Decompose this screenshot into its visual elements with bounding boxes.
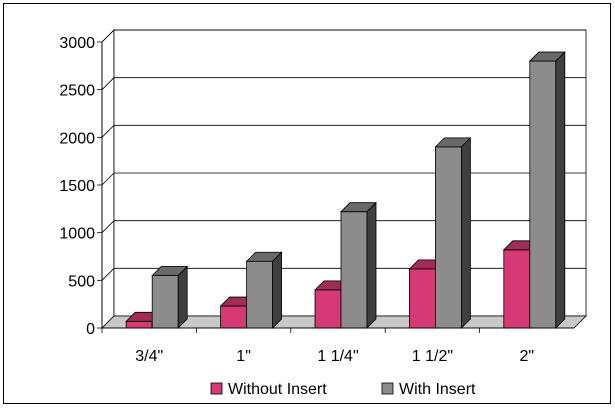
bar-side: [272, 251, 283, 329]
legend-label-without-insert: Without Insert: [228, 381, 327, 398]
bar-with-insert: [434, 136, 472, 329]
chart-frame: 0 500 1000 1500 2000 2500 3000 3/4" 1" 1 1/4" 1 1…: [3, 3, 611, 404]
y-axis-tick-labels: 0 500 1000 1500 2000 2500 3000: [59, 35, 95, 338]
gridline: [101, 172, 586, 186]
y-tick-label: 3000: [59, 35, 95, 52]
bar-side: [366, 201, 377, 329]
legend-swatch-with-insert: [381, 382, 394, 395]
bar-front: [220, 305, 248, 329]
bar-with-insert: [151, 265, 189, 329]
bar-chart: 0 500 1000 1500 2000 2500 3000 3/4" 1" 1 1/4" 1 1…: [59, 29, 587, 398]
bar-with-insert: [528, 51, 566, 329]
legend-label-with-insert: With Insert: [399, 381, 476, 398]
gridline: [101, 29, 586, 43]
bar-side: [177, 265, 188, 329]
y-tick-label: 1000: [59, 226, 95, 243]
legend-swatch-without-insert: [210, 382, 223, 395]
x-tick-label: 1 1/2": [412, 348, 453, 365]
bar-front: [314, 289, 342, 329]
y-tick-label: 0: [86, 321, 95, 338]
y-tick-label: 500: [68, 273, 95, 290]
bar-with-insert: [245, 251, 283, 329]
gridlines: [97, 29, 586, 329]
bar-side: [460, 136, 471, 329]
bar-front: [529, 60, 557, 329]
x-tick-label: 1": [236, 348, 251, 365]
bar-front: [246, 260, 274, 329]
y-tick-label: 2500: [59, 83, 95, 100]
x-tick-label: 1 1/4": [317, 348, 358, 365]
gridline: [101, 124, 586, 138]
bar-front: [434, 146, 462, 329]
y-tick-label: 2000: [59, 130, 95, 147]
x-axis-tick-labels: 3/4" 1" 1 1/4" 1 1/2" 2": [101, 327, 574, 365]
bar-front: [340, 211, 368, 329]
bar-with-insert: [340, 201, 377, 329]
bars: [125, 51, 566, 329]
gridline: [101, 220, 586, 233]
y-tick-label: 1500: [59, 178, 95, 195]
x-tick-label: 3/4": [135, 348, 163, 365]
bar-front: [125, 320, 153, 329]
bar-side: [555, 51, 566, 329]
legend: Without Insert With Insert: [210, 381, 476, 398]
bar-front: [503, 249, 531, 329]
bar-front: [151, 275, 179, 329]
gridline: [101, 77, 586, 90]
bar-front: [408, 268, 436, 329]
x-tick-label: 2": [520, 348, 535, 365]
